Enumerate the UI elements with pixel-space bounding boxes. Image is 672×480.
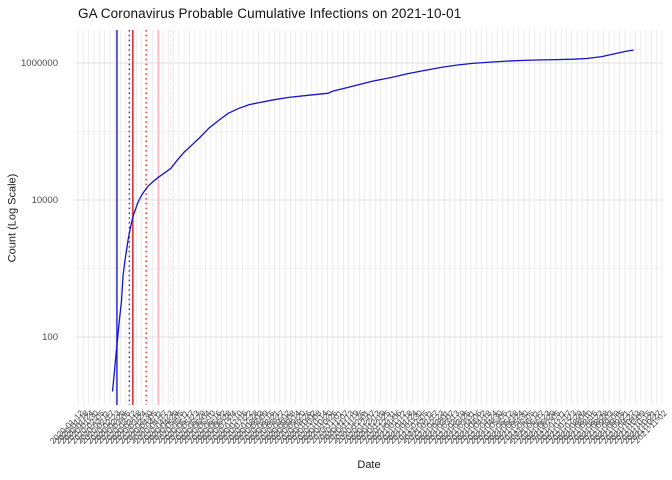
chart-title: GA Coronavirus Probable Cumulative Infec… [78,6,462,21]
y-tick-label: 1000000 [21,57,58,69]
y-tick-label: 10000 [31,194,58,206]
y-axis-title: Count (Log Scale) [6,173,19,263]
series-line-probable-cumulative-infections [111,49,634,392]
y-tick-label: 100 [42,331,58,343]
x-axis-title: Date [357,459,381,471]
